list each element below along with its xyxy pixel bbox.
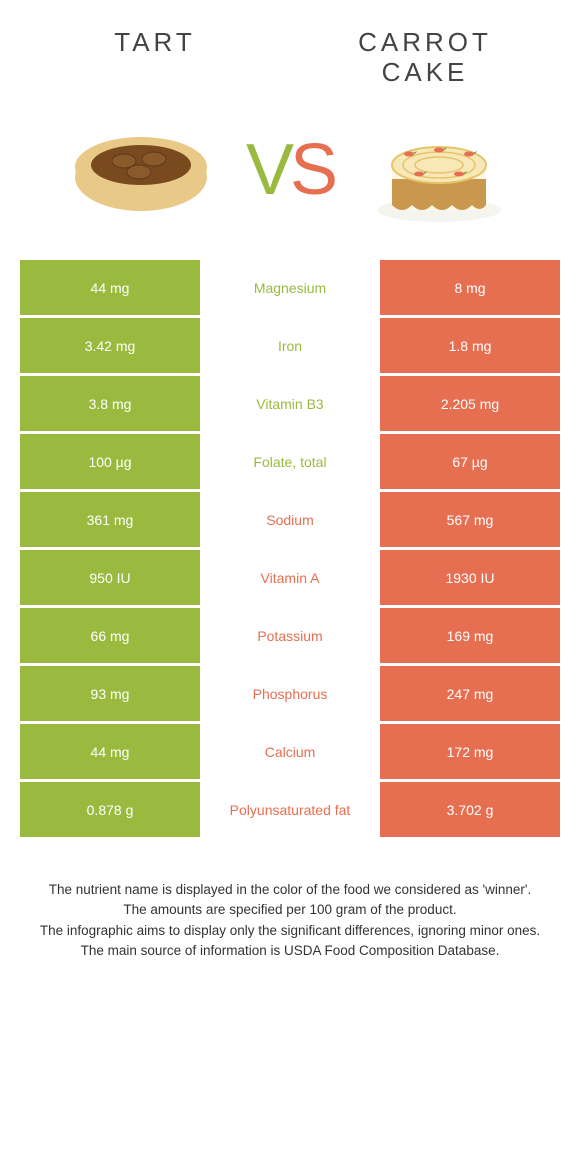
nutrient-name-cell: Iron <box>200 318 380 373</box>
vs-row: VS <box>0 100 580 260</box>
left-value-cell: 3.42 mg <box>20 318 200 373</box>
footnote-line: The main source of information is USDA F… <box>30 941 550 961</box>
vs-s: S <box>290 130 334 210</box>
left-food-title: Tart <box>20 28 290 58</box>
nutrient-name-cell: Sodium <box>200 492 380 547</box>
footnote: The nutrient name is displayed in the co… <box>0 840 580 961</box>
right-value-cell: 1.8 mg <box>380 318 560 373</box>
table-row: 44 mgMagnesium8 mg <box>20 260 560 315</box>
right-value-cell: 247 mg <box>380 666 560 721</box>
table-row: 3.8 mgVitamin B32.205 mg <box>20 376 560 431</box>
left-value-cell: 44 mg <box>20 260 200 315</box>
cake-image <box>364 110 514 230</box>
footnote-line: The amounts are specified per 100 gram o… <box>30 900 550 920</box>
nutrient-name-cell: Magnesium <box>200 260 380 315</box>
nutrient-name-cell: Vitamin A <box>200 550 380 605</box>
nutrient-name-cell: Vitamin B3 <box>200 376 380 431</box>
tart-image <box>66 110 216 230</box>
left-value-cell: 0.878 g <box>20 782 200 837</box>
vs-v: V <box>246 130 290 210</box>
right-food-title: Carrot cake <box>290 28 560 88</box>
right-value-cell: 2.205 mg <box>380 376 560 431</box>
right-value-cell: 3.702 g <box>380 782 560 837</box>
header: Tart Carrot cake <box>0 0 580 100</box>
cake-icon <box>364 110 514 230</box>
left-value-cell: 950 IU <box>20 550 200 605</box>
left-value-cell: 44 mg <box>20 724 200 779</box>
nutrient-name-cell: Folate, total <box>200 434 380 489</box>
nutrient-name-cell: Phosphorus <box>200 666 380 721</box>
table-row: 361 mgSodium567 mg <box>20 492 560 547</box>
left-value-cell: 93 mg <box>20 666 200 721</box>
table-row: 0.878 gPolyunsaturated fat3.702 g <box>20 782 560 837</box>
left-value-cell: 3.8 mg <box>20 376 200 431</box>
left-value-cell: 100 µg <box>20 434 200 489</box>
right-value-cell: 1930 IU <box>380 550 560 605</box>
table-row: 100 µgFolate, total67 µg <box>20 434 560 489</box>
table-row: 44 mgCalcium172 mg <box>20 724 560 779</box>
footnote-line: The nutrient name is displayed in the co… <box>30 880 550 900</box>
nutrient-name-cell: Potassium <box>200 608 380 663</box>
right-value-cell: 169 mg <box>380 608 560 663</box>
left-value-cell: 361 mg <box>20 492 200 547</box>
nutrient-name-cell: Polyunsaturated fat <box>200 782 380 837</box>
table-row: 950 IUVitamin A1930 IU <box>20 550 560 605</box>
comparison-table: 44 mgMagnesium8 mg3.42 mgIron1.8 mg3.8 m… <box>0 260 580 837</box>
table-row: 3.42 mgIron1.8 mg <box>20 318 560 373</box>
table-row: 93 mgPhosphorus247 mg <box>20 666 560 721</box>
footnote-line: The infographic aims to display only the… <box>30 921 550 941</box>
right-value-cell: 172 mg <box>380 724 560 779</box>
left-value-cell: 66 mg <box>20 608 200 663</box>
right-value-cell: 67 µg <box>380 434 560 489</box>
vs-label: VS <box>246 129 334 211</box>
nutrient-name-cell: Calcium <box>200 724 380 779</box>
right-value-cell: 567 mg <box>380 492 560 547</box>
right-value-cell: 8 mg <box>380 260 560 315</box>
tart-icon <box>66 115 216 225</box>
table-row: 66 mgPotassium169 mg <box>20 608 560 663</box>
